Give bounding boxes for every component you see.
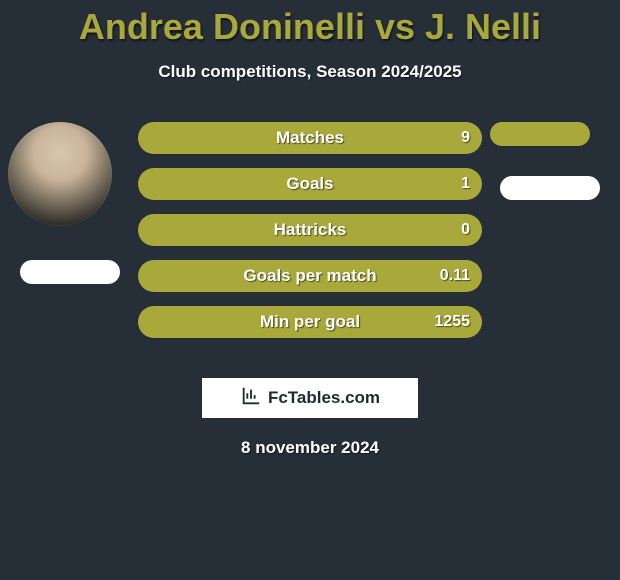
player-left-avatar	[8, 122, 112, 226]
stat-label: Min per goal	[138, 306, 482, 338]
stat-value: 1	[461, 168, 470, 200]
marker-right	[490, 122, 590, 146]
stat-row: Goals1	[138, 168, 482, 200]
date-caption: 8 november 2024	[0, 438, 620, 458]
marker-left	[20, 260, 120, 284]
stat-label: Goals per match	[138, 260, 482, 292]
stat-row: Matches9	[138, 122, 482, 154]
stat-label: Hattricks	[138, 214, 482, 246]
stat-label: Goals	[138, 168, 482, 200]
chart-icon	[240, 385, 262, 412]
stat-row: Hattricks0	[138, 214, 482, 246]
stat-label: Matches	[138, 122, 482, 154]
brand-text: FcTables.com	[268, 388, 380, 408]
stat-value: 1255	[434, 306, 470, 338]
brand-badge[interactable]: FcTables.com	[202, 378, 418, 418]
stat-value: 0	[461, 214, 470, 246]
page-title: Andrea Doninelli vs J. Nelli	[0, 0, 620, 48]
stat-value: 0.11	[440, 260, 470, 292]
stat-row: Min per goal1255	[138, 306, 482, 338]
stat-value: 9	[461, 122, 470, 154]
comparison-stage: Matches9Goals1Hattricks0Goals per match0…	[0, 112, 620, 362]
subtitle: Club competitions, Season 2024/2025	[0, 62, 620, 82]
marker-right	[500, 176, 600, 200]
stat-row: Goals per match0.11	[138, 260, 482, 292]
stat-rows: Matches9Goals1Hattricks0Goals per match0…	[138, 122, 482, 352]
